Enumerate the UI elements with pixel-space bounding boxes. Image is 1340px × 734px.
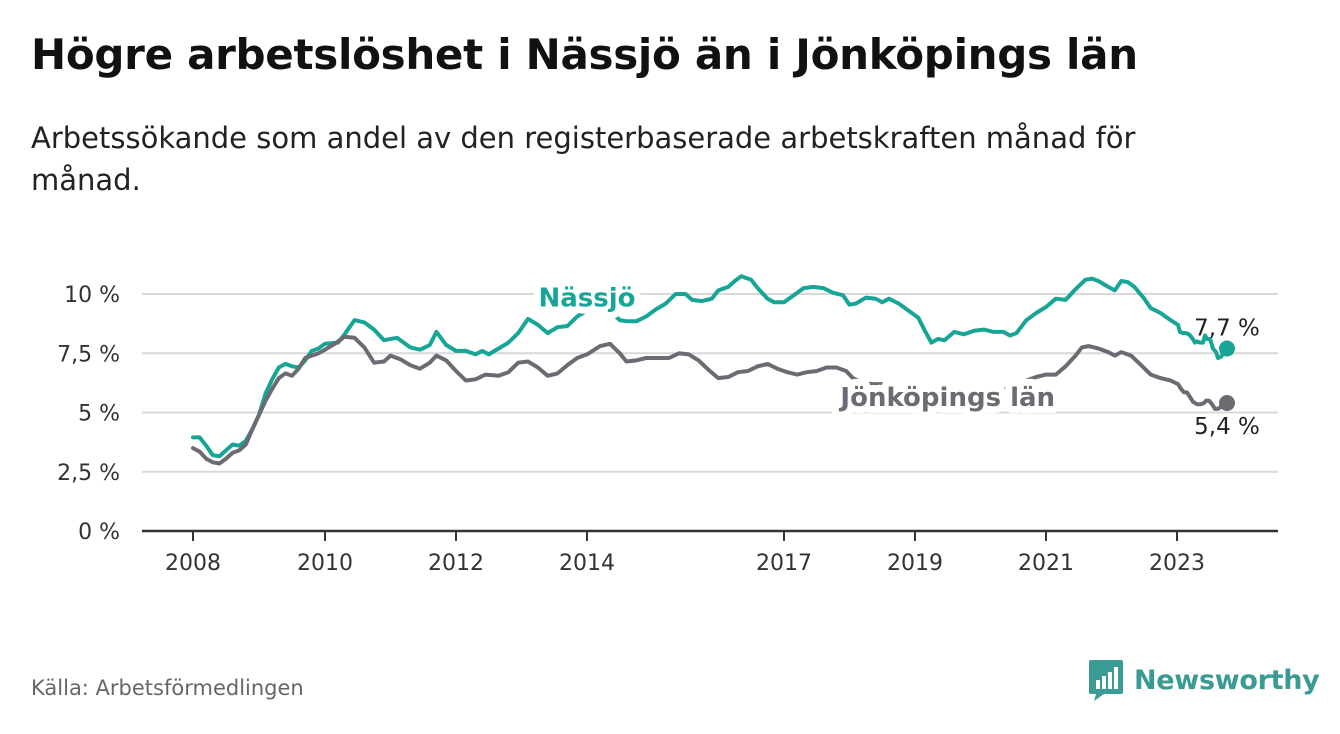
series-label-halo: Jönköpings län — [838, 383, 1055, 413]
series-label-nassjo: Nässjö — [538, 284, 635, 314]
series-line-nassjo — [191, 274, 1229, 459]
end-point-jonkopings-lan — [1219, 395, 1235, 412]
x-tick-label: 2014 — [559, 551, 615, 576]
y-tick-label: 0 % — [78, 520, 120, 545]
y-tick-label: 10 % — [64, 283, 120, 308]
end-label-jonkopings-lan: 5,4 % — [1194, 414, 1260, 440]
x-tick-label: 2023 — [1149, 551, 1205, 576]
y-tick-label: 7,5 % — [57, 342, 120, 367]
series-label-jonkopings-lan: Jönköpings län — [838, 383, 1055, 413]
chart-title: Högre arbetslöshet i Nässjö än i Jönköpi… — [31, 30, 1138, 79]
brand-logo: Newsworthy — [1088, 658, 1320, 702]
end-label-nassjo: 7,7 % — [1194, 316, 1260, 342]
series-lines — [191, 274, 1235, 466]
gridlines — [142, 293, 1278, 473]
end-point-nassjo — [1219, 340, 1235, 357]
brand-name: Newsworthy — [1134, 664, 1320, 696]
x-tick-label: 2021 — [1018, 551, 1074, 576]
series-line-jonkopings-lan — [191, 334, 1229, 466]
x-tick-label: 2010 — [297, 551, 353, 576]
line-chart: 0 %2,5 %5 %7,5 %10 % 7,7 %5,4 %NässjöNäs… — [57, 274, 1278, 576]
y-axis-tick-labels: 0 % 2,5 % 5 % 7,5 % 10 % — [57, 283, 120, 545]
y-tick-label: 2,5 % — [57, 461, 120, 486]
series-label-halo: Nässjö — [538, 284, 635, 314]
x-axis: 2008 2010 2012 2014 2017 2019 2021 2023 — [142, 529, 1278, 576]
source-note: Källa: Arbetsförmedlingen — [31, 676, 304, 700]
x-tick-label: 2017 — [756, 551, 812, 576]
newsworthy-logo-icon — [1089, 660, 1123, 701]
x-tick-label: 2019 — [887, 551, 943, 576]
chart-subtitle: Arbetssökande som andel av den registerb… — [31, 121, 1136, 197]
y-tick-label: 5 % — [78, 402, 120, 427]
x-tick-label: 2008 — [165, 551, 221, 576]
x-tick-label: 2012 — [428, 551, 484, 576]
